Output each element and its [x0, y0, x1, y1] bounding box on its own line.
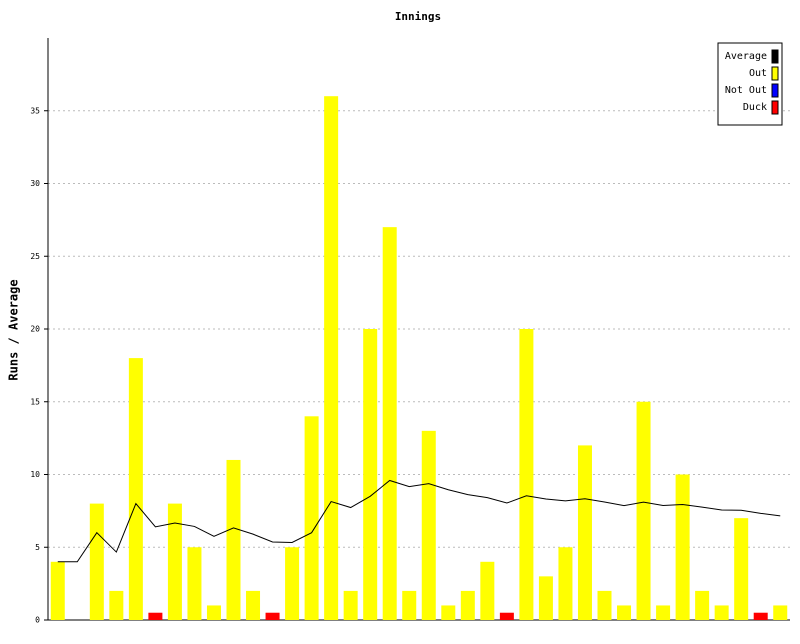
bar — [128, 358, 143, 620]
bar — [558, 547, 573, 620]
bar — [402, 590, 417, 620]
y-tick-label: 25 — [30, 252, 40, 261]
bar — [285, 547, 300, 620]
bar — [343, 590, 358, 620]
bar — [226, 459, 241, 620]
bar — [538, 576, 553, 620]
bar — [363, 329, 378, 620]
bar — [109, 590, 124, 620]
y-tick-label: 20 — [30, 325, 40, 334]
bar — [519, 329, 534, 620]
legend-swatch — [771, 66, 779, 81]
y-axis-label: Runs / Average — [7, 279, 21, 380]
legend-label: Average — [725, 51, 767, 62]
bar — [441, 605, 456, 620]
bar — [636, 401, 651, 620]
bar — [695, 590, 710, 620]
y-tick-label: 35 — [30, 106, 40, 115]
bar — [480, 561, 495, 620]
y-tick-label: 5 — [35, 543, 40, 552]
bar — [304, 416, 319, 620]
bar — [460, 590, 475, 620]
bar — [187, 547, 202, 620]
bar — [421, 430, 436, 620]
legend-label: Not Out — [725, 85, 767, 96]
bar — [206, 605, 221, 620]
y-tick-label: 15 — [30, 397, 40, 406]
legend-label: Out — [749, 68, 767, 79]
bar — [382, 227, 397, 620]
bar — [675, 474, 690, 620]
bar — [773, 605, 788, 620]
average-line — [57, 479, 781, 563]
legend-box — [717, 42, 783, 126]
bar — [734, 518, 749, 620]
bar — [753, 612, 768, 620]
bar — [577, 445, 592, 620]
bar — [499, 612, 514, 620]
bar — [597, 590, 612, 620]
legend-label: Duck — [743, 102, 767, 113]
legend-swatch — [771, 100, 779, 115]
bar — [148, 612, 163, 620]
legend-swatch — [771, 49, 779, 64]
bar — [714, 605, 729, 620]
bar — [50, 561, 65, 620]
bar — [89, 503, 104, 620]
y-tick-label: 0 — [35, 616, 40, 625]
y-tick-label: 30 — [30, 179, 40, 188]
bar — [617, 605, 632, 620]
legend-swatch — [771, 83, 779, 98]
bar — [246, 590, 261, 620]
bar — [656, 605, 671, 620]
chart-title: Innings — [395, 10, 441, 23]
bar — [324, 96, 339, 620]
bar — [167, 503, 182, 620]
bar — [265, 612, 280, 620]
y-tick-label: 10 — [30, 470, 40, 479]
